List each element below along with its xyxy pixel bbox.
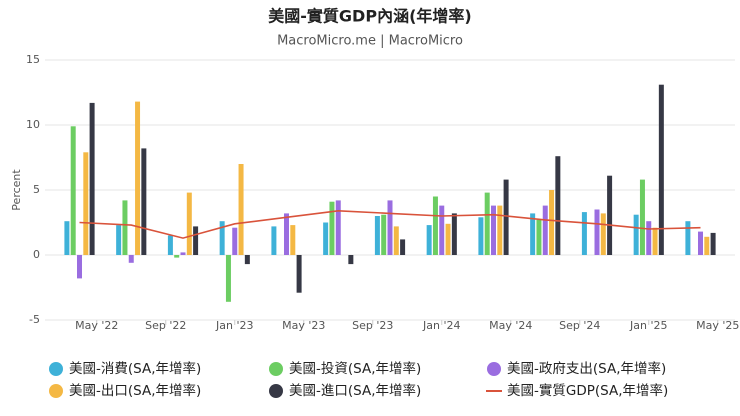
x-tick-label: May '25 [696, 319, 739, 332]
bar [685, 221, 691, 255]
bar [83, 152, 89, 255]
bar [141, 148, 147, 255]
legend-swatch [269, 384, 283, 398]
line [79, 209, 701, 239]
bar [426, 225, 432, 255]
bar [323, 222, 329, 255]
legend-swatch [49, 384, 63, 398]
bar [710, 232, 716, 255]
bar [64, 221, 70, 255]
x-tick-label: Sep '23 [352, 319, 393, 332]
x-tick-label: May '23 [282, 319, 325, 332]
bar [128, 255, 134, 263]
legend-swatch [487, 362, 501, 376]
bar [393, 226, 399, 255]
bar [497, 205, 503, 255]
x-tick-label: Jan '24 [422, 319, 460, 332]
x-tick-label: Sep '22 [145, 319, 186, 332]
bar [232, 227, 238, 255]
bar [600, 213, 606, 255]
bar [70, 126, 76, 255]
bar [536, 219, 542, 255]
bar [348, 255, 354, 265]
x-tick-label: May '22 [75, 319, 118, 332]
bar [639, 179, 645, 255]
legend-label: 美國-投資(SA,年增率) [289, 360, 421, 377]
bar [116, 225, 122, 255]
bar [484, 192, 490, 255]
x-tick-label: Jan '23 [215, 319, 253, 332]
bar [89, 102, 95, 256]
bar [329, 201, 335, 255]
y-tick-label: -5 [29, 313, 40, 326]
bar [219, 221, 225, 255]
bar [167, 235, 173, 255]
bar [633, 214, 639, 255]
bar [581, 212, 587, 255]
y-tick-label: 15 [26, 53, 40, 66]
bar [555, 156, 561, 255]
bar [174, 255, 180, 258]
y-tick-label: 10 [26, 118, 40, 131]
bar [400, 239, 406, 255]
legend-label: 美國-實質GDP(SA,年增率) [507, 382, 668, 399]
x-tick-label: May '24 [489, 319, 532, 332]
bar [186, 192, 192, 255]
bar [549, 190, 555, 255]
bar [704, 236, 710, 255]
legend-label: 美國-進口(SA,年增率) [289, 382, 421, 399]
bar [698, 231, 703, 255]
bar [77, 255, 82, 279]
bar [284, 213, 289, 255]
bar [193, 226, 199, 255]
bar [439, 205, 445, 255]
bar [135, 101, 141, 255]
bar [374, 216, 380, 255]
legend-label: 美國-政府支出(SA,年增率) [507, 360, 666, 377]
chart-title: 美國-實質GDP內涵(年增率) [268, 7, 471, 26]
bar [122, 200, 128, 255]
y-tick-label: 5 [33, 183, 40, 196]
x-tick-label: Sep '24 [559, 319, 600, 332]
bar [271, 226, 277, 255]
bar [503, 179, 509, 255]
legend-swatch [269, 362, 283, 376]
bar [451, 213, 457, 255]
bar [290, 225, 296, 255]
bar [607, 175, 613, 255]
chart-subtitle: MacroMicro.me | MacroMicro [277, 34, 463, 49]
bar [244, 255, 250, 265]
bar [530, 213, 536, 255]
bar [445, 223, 451, 255]
y-axis-label: Percent [10, 169, 23, 211]
bar [387, 200, 393, 255]
legend-label: 美國-出口(SA,年增率) [69, 382, 201, 399]
bar [432, 196, 438, 255]
bar [381, 214, 387, 255]
bar [180, 252, 186, 255]
bar [478, 217, 484, 255]
bar [296, 255, 302, 293]
bar [658, 84, 664, 255]
bar [335, 200, 341, 255]
legend-label: 美國-消費(SA,年增率) [69, 360, 201, 377]
bar [225, 255, 231, 302]
bar [491, 205, 496, 255]
bar [594, 209, 600, 255]
x-tick-label: Jan '25 [629, 319, 667, 332]
legend-swatch [49, 362, 63, 376]
bar [652, 227, 658, 255]
y-tick-label: 0 [33, 248, 40, 261]
bar [646, 221, 652, 255]
bar [238, 164, 244, 255]
bar [542, 205, 548, 255]
